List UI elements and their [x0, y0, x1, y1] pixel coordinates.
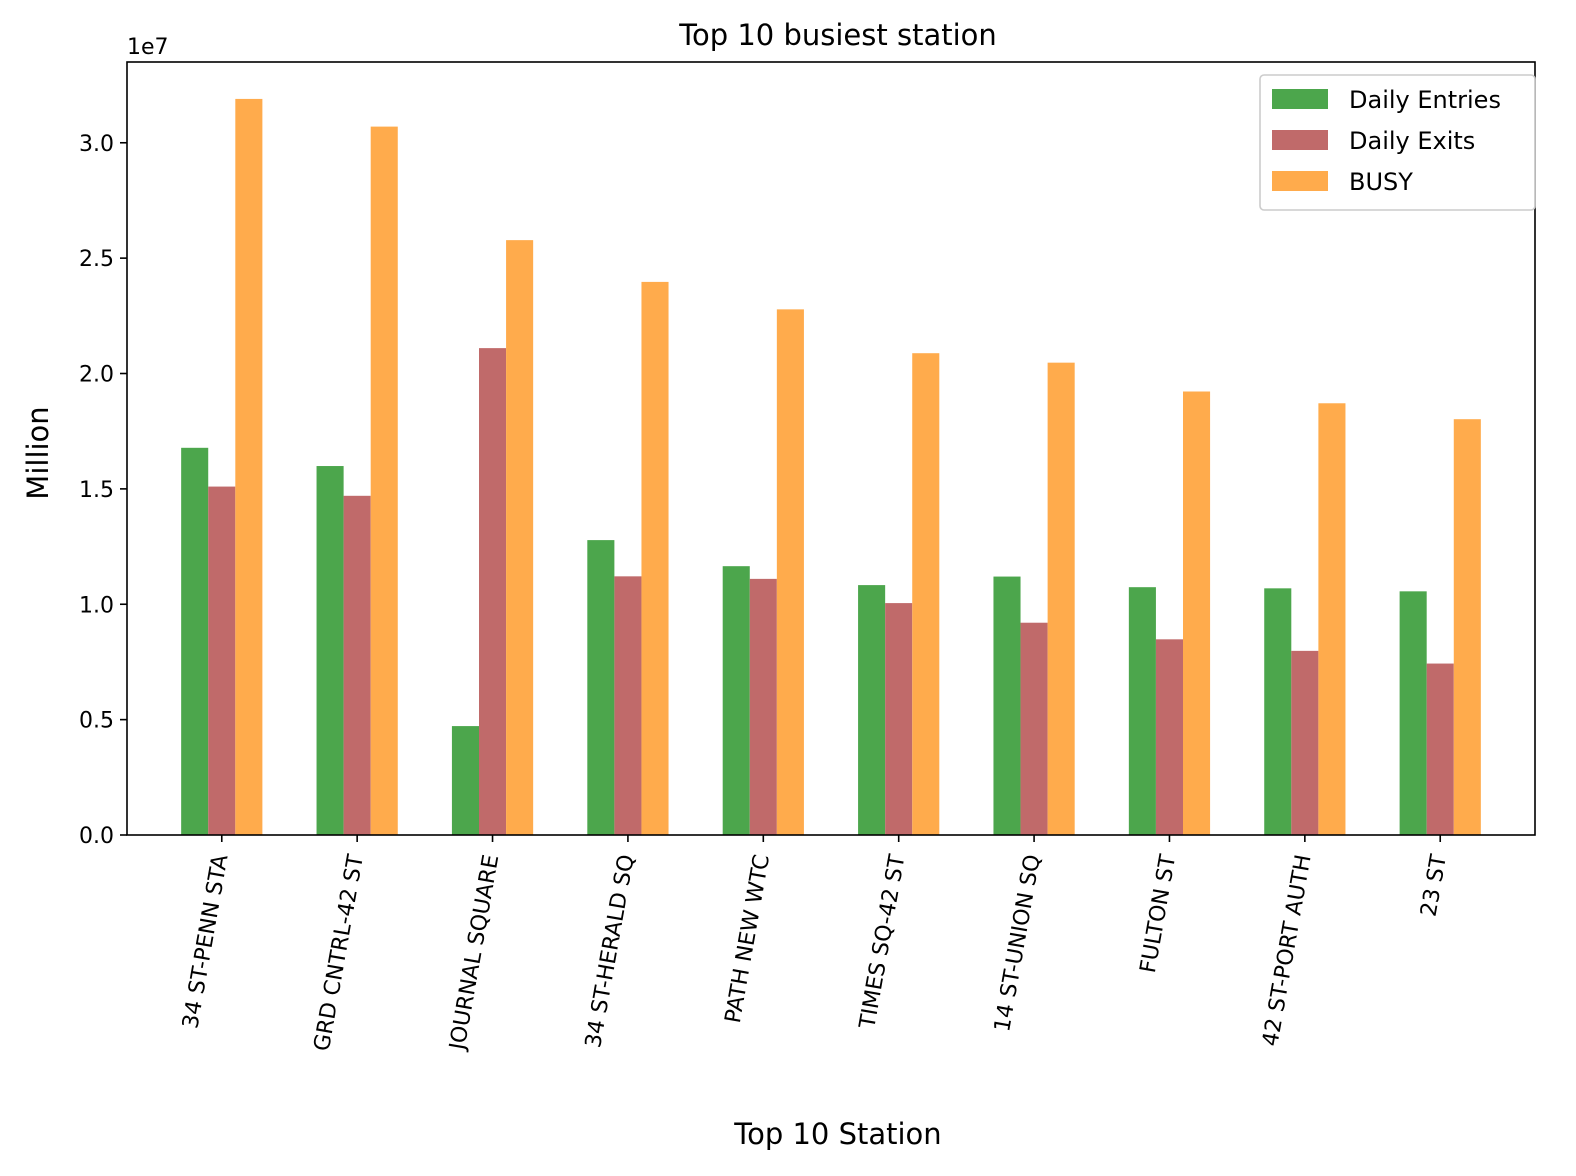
bar-busy: [235, 98, 263, 835]
y-tick-label: 1.5: [79, 478, 114, 503]
bar-daily-exits: [479, 348, 507, 835]
bar-daily-exits: [1155, 639, 1183, 835]
bar-daily-entries: [1264, 588, 1292, 835]
bar-busy: [370, 126, 398, 836]
bar-daily-exits: [343, 495, 371, 835]
bar-daily-entries: [587, 540, 615, 835]
legend-swatch: [1272, 89, 1328, 109]
bar-busy: [912, 353, 940, 835]
bar-daily-exits: [614, 576, 642, 835]
y-axis-label: Million: [21, 406, 55, 499]
bar-busy: [1453, 419, 1481, 835]
legend-swatch: [1272, 130, 1328, 150]
bar-daily-exits: [749, 578, 777, 835]
bar-daily-entries: [316, 466, 344, 835]
bars-layer: [181, 98, 1481, 836]
bar-daily-exits: [1291, 650, 1319, 835]
bar-daily-exits: [885, 603, 913, 835]
legend-box: [1259, 74, 1536, 211]
bar-busy: [1047, 362, 1075, 835]
bar-daily-exits: [1426, 663, 1454, 835]
bar-busy: [776, 309, 804, 835]
bar-daily-entries: [1399, 591, 1427, 835]
bar-daily-exits: [1020, 622, 1048, 835]
bar-busy: [506, 240, 534, 836]
bar-daily-entries: [993, 576, 1021, 835]
bar-daily-entries: [451, 726, 479, 835]
plot-area-frame: [126, 61, 1536, 836]
bar-daily-entries: [858, 585, 886, 835]
bar-daily-entries: [181, 447, 209, 835]
bar-busy: [1318, 403, 1346, 835]
y-axis-ticks: 0.0 0.5 1.0 1.5 2.0 2.5 3.0: [79, 132, 127, 849]
y-tick-label: 2.0: [79, 363, 114, 388]
legend-label: BUSY: [1349, 168, 1413, 196]
y-tick-label: 3.0: [79, 132, 114, 157]
bar-daily-entries: [722, 566, 750, 835]
y-tick-label: 0.0: [79, 824, 114, 849]
bar-busy: [1183, 391, 1211, 835]
y-axis-offset-text: 1e7: [127, 35, 169, 60]
y-tick-label: 2.5: [79, 247, 114, 272]
y-tick-label: 0.5: [79, 709, 114, 734]
x-axis-label: Top 10 Station: [733, 1117, 941, 1151]
bar-daily-entries: [1128, 587, 1156, 835]
bar-busy: [641, 281, 669, 835]
legend-label: Daily Entries: [1349, 86, 1501, 114]
legend-swatch: [1272, 171, 1328, 191]
legend-label: Daily Exits: [1349, 127, 1475, 155]
chart-legend: Daily Entries Daily Exits BUSY: [1259, 74, 1536, 211]
y-tick-label: 1.0: [79, 593, 114, 618]
chart-title: Top 10 busiest station: [678, 18, 997, 52]
bar-daily-exits: [208, 486, 236, 835]
